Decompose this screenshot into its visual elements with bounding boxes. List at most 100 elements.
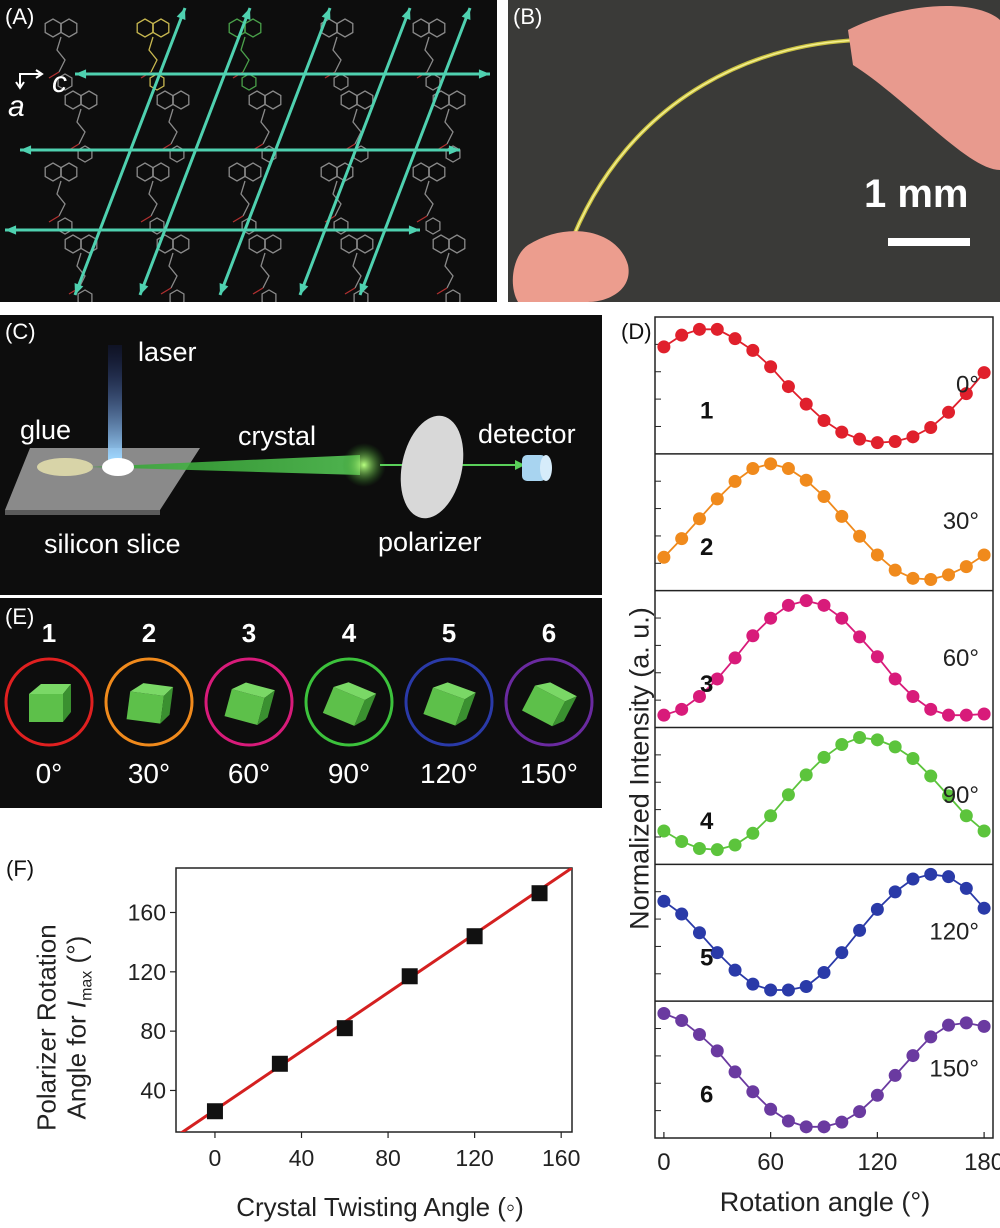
data-point: [746, 629, 760, 643]
data-point: [710, 1044, 724, 1058]
data-point: [799, 594, 813, 608]
y-tick-label: 80: [140, 1018, 166, 1044]
data-point: [817, 1120, 831, 1134]
flexible-crystal-photo: [508, 0, 1000, 302]
panel-e-label: (E): [5, 604, 35, 629]
data-point: [531, 885, 548, 902]
data-point: [977, 901, 991, 915]
x-tick-label: 120: [455, 1145, 493, 1171]
glue-label: glue: [20, 415, 72, 445]
data-point: [710, 322, 724, 336]
data-point: [764, 611, 778, 625]
data-point: [764, 1102, 778, 1116]
data-point: [870, 436, 884, 450]
twist-item-angle: 30°: [127, 758, 171, 789]
series-line-3: [663, 599, 985, 717]
silicon-slice-label: silicon slice: [44, 529, 181, 559]
data-point: [977, 824, 991, 838]
data-point: [959, 881, 973, 895]
series-angle-label: 0°: [956, 371, 979, 398]
polarizer-label: polarizer: [378, 527, 482, 557]
data-point: [675, 702, 689, 716]
data-point: [959, 560, 973, 574]
series-label: 4: [700, 808, 714, 835]
data-point: [888, 885, 902, 899]
data-point: [799, 473, 813, 487]
x-tick-label: 0: [209, 1145, 222, 1171]
data-point: [817, 965, 831, 979]
x-tick-label: 40: [289, 1145, 315, 1171]
data-point: [799, 979, 813, 993]
y-label-suffix: (°): [61, 935, 92, 971]
intensity-y-axis-label: Normalized Intensity (a. u.): [624, 607, 655, 930]
twist-item-5: 5 120°: [401, 618, 497, 798]
data-point: [781, 788, 795, 802]
data-point: [924, 769, 938, 783]
data-point: [781, 380, 795, 394]
series-angle-label: 60°: [943, 645, 979, 672]
data-point: [870, 902, 884, 916]
twist-item-number: 2: [141, 618, 157, 648]
data-point: [710, 843, 724, 857]
data-point: [799, 768, 813, 782]
data-point: [888, 740, 902, 754]
data-point: [870, 650, 884, 664]
panel-b: (B) 1 mm: [508, 0, 1000, 302]
data-point: [853, 630, 867, 644]
twisted-crystal-icon: [504, 657, 594, 747]
data-point: [942, 405, 956, 419]
data-point: [817, 413, 831, 427]
data-point: [657, 550, 671, 564]
y-label-sub: max: [78, 970, 96, 1001]
y-label-prefix: Angle for: [61, 1008, 92, 1120]
x-tick-label: 80: [375, 1145, 401, 1171]
data-point: [888, 672, 902, 686]
data-point: [675, 532, 689, 546]
panel-f: (F) 0 40 80 120 160 40 80 120 160 Crystal Twisti…: [0, 850, 602, 1228]
data-point: [728, 332, 742, 346]
panel-a-label: (A): [5, 4, 35, 29]
data-point: [710, 946, 724, 960]
twist-item-3: 3 60°: [201, 618, 297, 798]
data-point: [977, 1019, 991, 1033]
data-point: [728, 1065, 742, 1079]
data-point: [336, 1020, 353, 1037]
laser-label: laser: [138, 337, 197, 367]
data-point: [799, 1120, 813, 1134]
data-point: [657, 708, 671, 722]
plot-frame: [175, 867, 573, 1133]
data-point: [781, 462, 795, 476]
data-point: [924, 420, 938, 434]
data-point: [271, 1055, 288, 1072]
data-point: [888, 434, 902, 448]
data-point: [924, 572, 938, 586]
data-point: [942, 568, 956, 582]
crystal-label: crystal: [238, 421, 317, 451]
data-point: [906, 571, 920, 585]
data-point: [977, 707, 991, 721]
data-point: [466, 928, 483, 945]
series-label: 6: [700, 1081, 713, 1108]
polarizer-y-axis-line2: Angle for Imax (°): [61, 878, 102, 1178]
twist-item-2: 2 30°: [101, 618, 197, 798]
data-point: [924, 1030, 938, 1044]
series-label: 3: [700, 671, 713, 698]
data-point: [942, 870, 956, 884]
data-point: [746, 462, 760, 476]
axis-c-label: c: [52, 66, 67, 99]
y-tick-label: 160: [128, 899, 166, 925]
twisted-crystal-icon: [304, 657, 394, 747]
data-point: [692, 926, 706, 940]
data-point: [728, 651, 742, 665]
twist-item-number: 5: [441, 618, 457, 648]
data-point: [728, 963, 742, 977]
twist-item-number: 3: [241, 618, 257, 648]
data-point: [870, 1088, 884, 1102]
data-point: [710, 492, 724, 506]
data-point: [817, 750, 831, 764]
data-point: [835, 611, 849, 625]
data-point: [657, 824, 671, 838]
data-point: [853, 529, 867, 543]
data-point: [906, 430, 920, 444]
data-point: [401, 968, 418, 985]
